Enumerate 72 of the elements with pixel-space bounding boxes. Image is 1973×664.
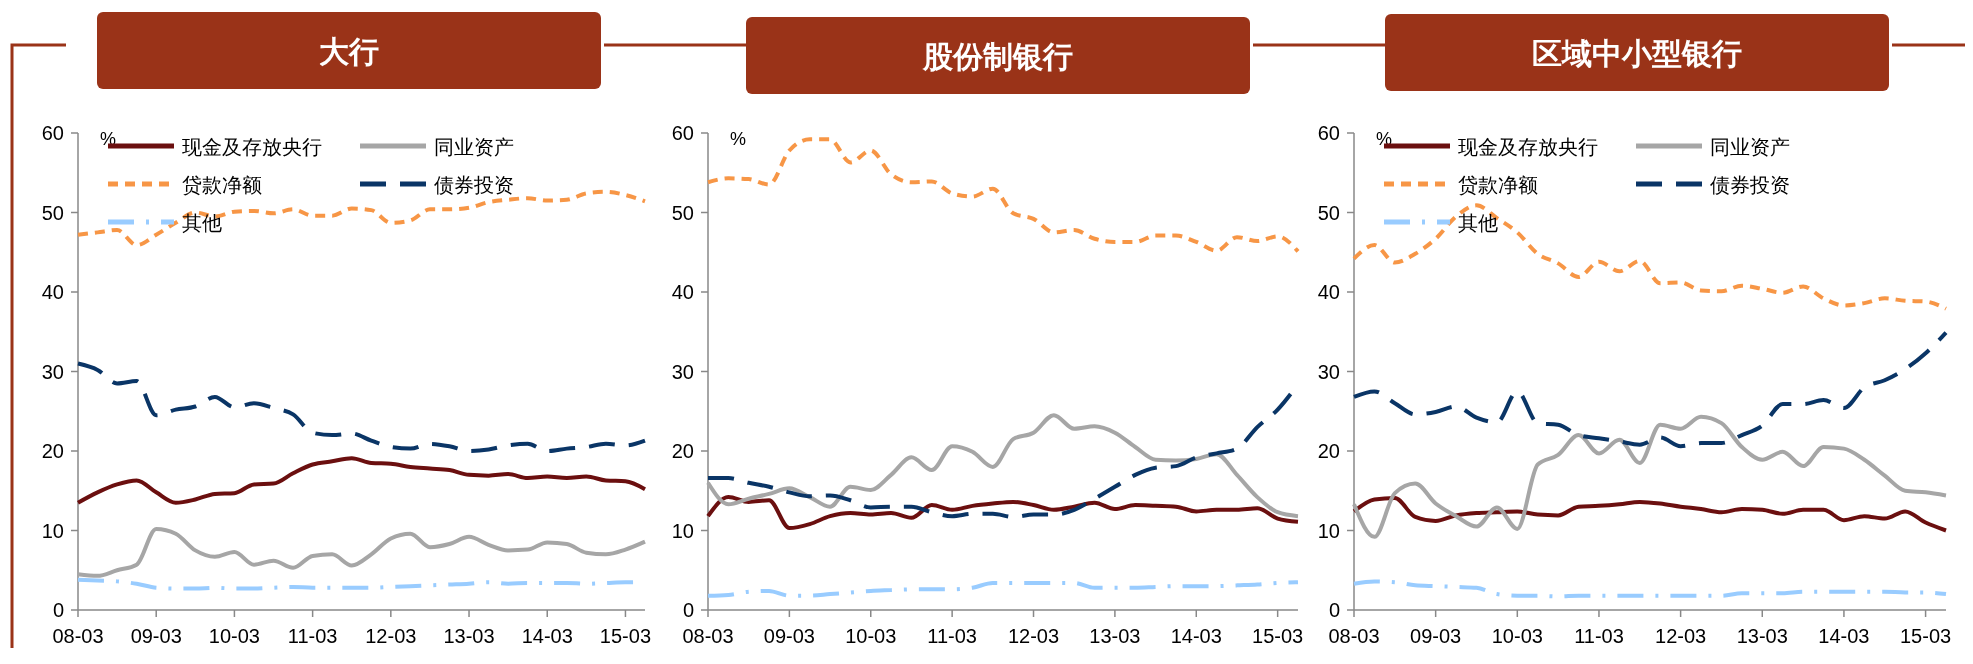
x-tick-label: 09-03 [130, 625, 182, 647]
x-tick-label: 10-03 [845, 625, 897, 647]
x-tick-label: 10-03 [208, 625, 260, 647]
y-tick-label: 30 [41, 360, 64, 383]
legend-label: 同业资产 [434, 135, 514, 159]
y-tick-label: 10 [41, 519, 64, 542]
y-tick-label: 0 [1328, 599, 1340, 621]
line-series [706, 413, 1300, 519]
y-tick-label: 60 [1317, 122, 1340, 144]
y-axis-title: % [730, 129, 747, 149]
legend-label: 贷款净额 [1458, 173, 1538, 197]
legend-label: 其他 [1458, 211, 1498, 235]
x-tick-label: 12-03 [1655, 625, 1707, 647]
legend-label: 现金及存放央行 [182, 135, 322, 159]
line-series [1352, 495, 1948, 533]
chart-title: 区域中小型银行 [1532, 36, 1742, 71]
x-tick-label: 13-03 [1089, 625, 1141, 647]
y-tick-label: 0 [52, 599, 64, 621]
x-tick-label: 10-03 [1491, 625, 1543, 647]
y-tick-label: 10 [671, 519, 694, 542]
legend-label: 其他 [182, 211, 222, 235]
y-tick-label: 20 [1317, 440, 1340, 462]
y-axis-title: % [1376, 129, 1393, 149]
legend-label: 债券投资 [1710, 173, 1790, 197]
line-series [706, 495, 1300, 531]
line-series [1352, 203, 1948, 311]
line-series [1352, 330, 1948, 449]
x-tick-label: 12-03 [365, 625, 417, 647]
x-tick-label: 08-03 [1328, 625, 1380, 647]
x-tick-label: 13-03 [1736, 625, 1788, 647]
x-tick-label: 11-03 [287, 625, 338, 647]
x-tick-label: 08-03 [682, 625, 734, 647]
y-tick-label: 50 [41, 201, 64, 224]
x-tick-label: 09-03 [1410, 625, 1462, 647]
legend-label: 贷款净额 [182, 173, 262, 197]
y-tick-label: 0 [682, 599, 694, 621]
y-axis-title: % [100, 129, 117, 149]
line-series [706, 580, 1300, 598]
y-tick-label: 20 [41, 440, 64, 462]
line-series [76, 526, 647, 578]
line-series [76, 361, 647, 453]
y-tick-label: 60 [41, 122, 64, 144]
y-tick-label: 10 [1317, 519, 1340, 542]
x-tick-label: 14-03 [521, 625, 573, 647]
y-tick-label: 60 [671, 122, 694, 144]
line-series [1352, 579, 1948, 599]
y-tick-label: 50 [1317, 201, 1340, 224]
x-tick-label: 14-03 [1818, 625, 1870, 647]
chart-title: 大行 [319, 34, 379, 69]
x-tick-label: 09-03 [763, 625, 815, 647]
x-tick-label: 12-03 [1007, 625, 1060, 647]
y-tick-label: 40 [1317, 281, 1340, 303]
y-tick-label: 40 [671, 281, 694, 303]
legend-label: 债券投资 [434, 173, 514, 197]
x-tick-label: 15-03 [599, 625, 652, 647]
y-tick-label: 20 [671, 440, 694, 462]
x-tick-label: 11-03 [927, 625, 977, 647]
y-tick-label: 40 [41, 281, 64, 303]
x-tick-label: 13-03 [443, 625, 495, 647]
y-tick-label: 50 [671, 201, 694, 224]
legend-label: 现金及存放央行 [1458, 135, 1598, 159]
x-tick-label: 15-03 [1252, 625, 1304, 647]
x-tick-label: 08-03 [52, 625, 104, 647]
chart-title: 股份制银行 [922, 39, 1073, 74]
y-tick-label: 30 [1317, 360, 1340, 383]
line-series [1352, 414, 1948, 539]
x-tick-label: 11-03 [1574, 625, 1624, 647]
y-tick-label: 30 [671, 360, 694, 383]
legend-label: 同业资产 [1710, 135, 1790, 159]
x-tick-label: 15-03 [1900, 625, 1952, 647]
x-tick-label: 14-03 [1170, 625, 1222, 647]
line-series [76, 456, 647, 505]
